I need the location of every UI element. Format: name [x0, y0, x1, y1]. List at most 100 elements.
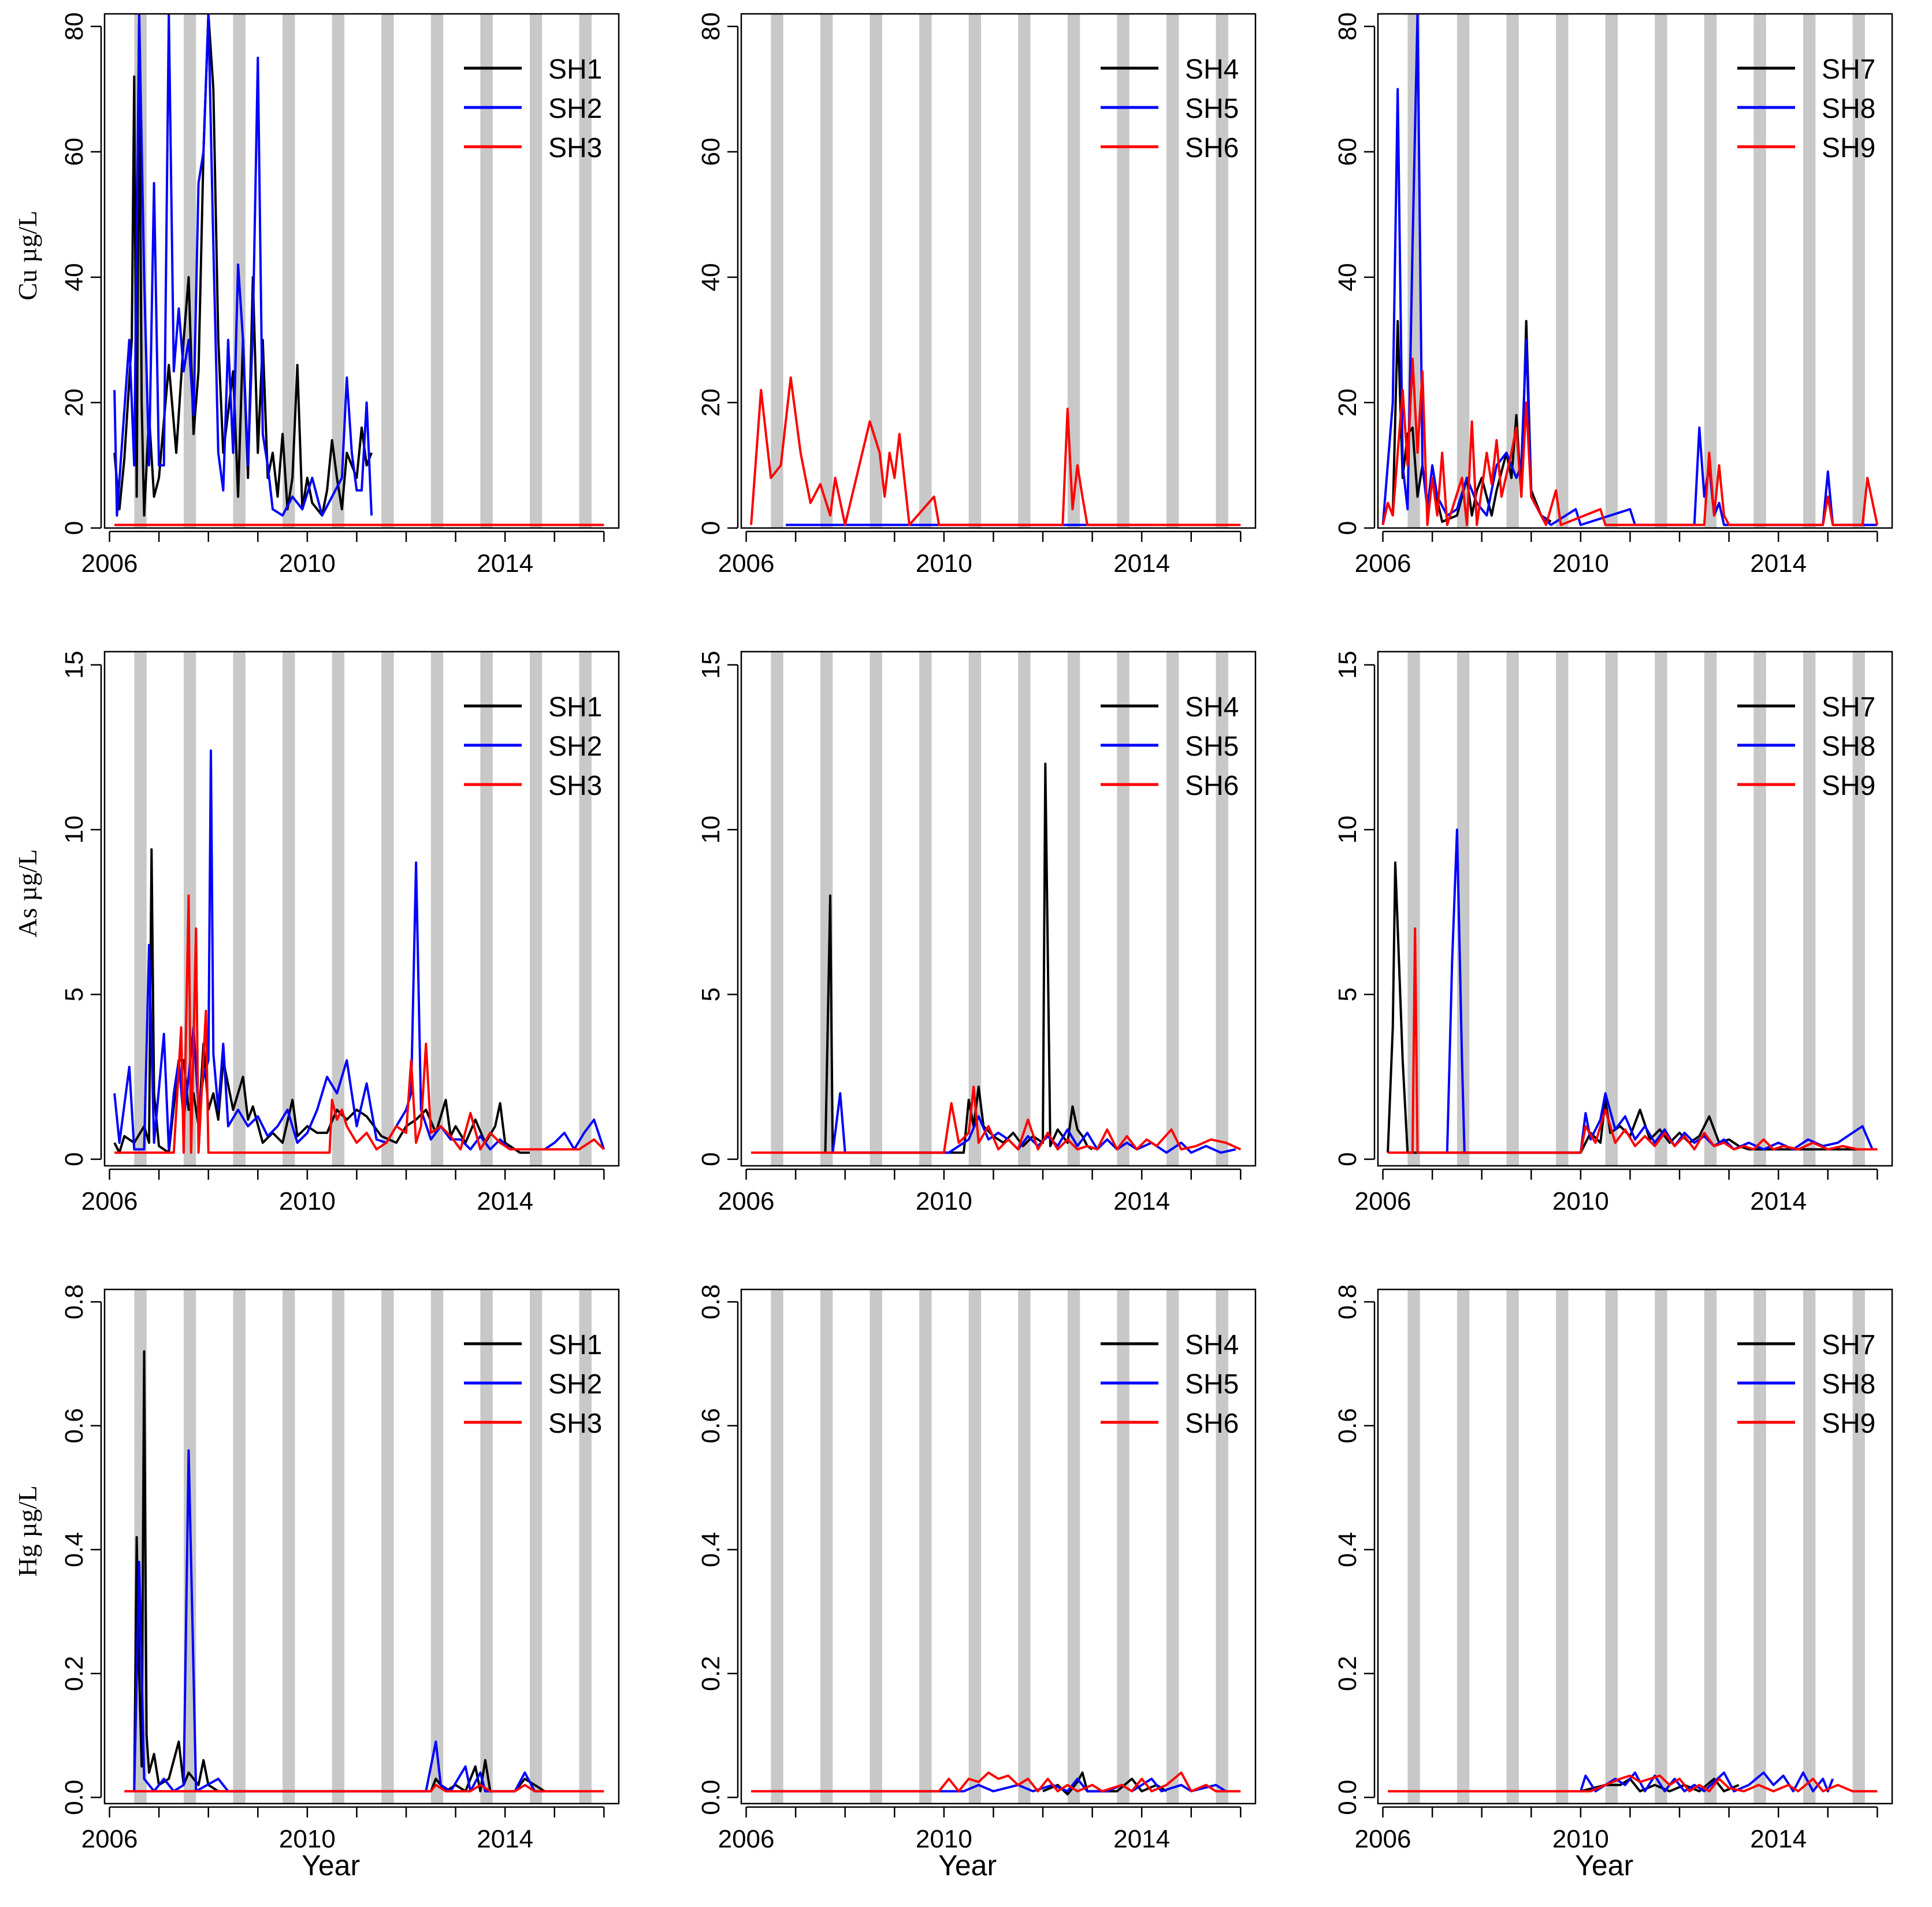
shaded-band — [771, 14, 783, 528]
plot-frame — [740, 650, 1257, 1167]
shaded-bands — [771, 652, 1228, 1166]
legend-label-sh9: SH9 — [1822, 1408, 1875, 1439]
shaded-band — [1457, 14, 1470, 528]
shaded-band — [968, 652, 982, 1166]
x-tick-label: 2014 — [1750, 1825, 1807, 1853]
shaded-band — [1852, 1289, 1865, 1804]
legend-label-sh4: SH4 — [1185, 54, 1239, 85]
legend-label-sh8: SH8 — [1822, 1369, 1875, 1400]
shaded-band — [283, 14, 295, 528]
legend-label-sh5: SH5 — [1185, 731, 1239, 762]
shaded-band — [1605, 1289, 1618, 1804]
x-tick-label: 2006 — [718, 549, 775, 578]
y-axis-label: Hg µg/L — [13, 1485, 42, 1577]
shaded-band — [1753, 14, 1766, 528]
y-tick-label: 0.6 — [697, 1408, 725, 1443]
shaded-band — [233, 652, 246, 1166]
y-tick-label: 10 — [1333, 816, 1362, 844]
legend: SH1 SH2 SH3 — [464, 1330, 602, 1439]
x-axis-label: Year — [938, 1849, 997, 1882]
shaded-band — [1605, 14, 1618, 528]
legend-label-sh1: SH1 — [548, 54, 602, 85]
x-axis-label: Year — [302, 1849, 360, 1882]
shaded-band — [1852, 14, 1865, 528]
panel-r2-c2: 2006 2010 2014 0 5 10 15 SH4 SH5 SH6 — [697, 650, 1257, 1215]
shaded-band — [1457, 652, 1470, 1166]
shaded-band — [1506, 14, 1519, 528]
shaded-band — [1753, 1289, 1766, 1804]
shaded-band — [1166, 14, 1179, 528]
shaded-band — [1067, 652, 1080, 1166]
y-tick-label: 20 — [60, 388, 88, 417]
x-tick-label: 2014 — [1750, 549, 1807, 578]
shaded-band — [919, 1289, 932, 1804]
legend-label-sh2: SH2 — [548, 94, 602, 124]
legend-label-sh7: SH7 — [1822, 54, 1875, 85]
x-tick-label: 2006 — [81, 1825, 138, 1853]
series-line-sh9 — [1388, 1774, 1878, 1793]
shaded-band — [332, 14, 345, 528]
legend: SH4 SH5 SH6 — [1101, 54, 1239, 163]
y-tick-label: 0.4 — [697, 1532, 725, 1567]
series-lines — [113, 749, 605, 1154]
plot-frame — [103, 13, 620, 529]
y-tick-label: 80 — [1333, 12, 1362, 40]
panel-r1-c2: 2006 2010 2014 0 20 40 60 80 SH4 SH5 SH6 — [697, 12, 1257, 578]
shaded-band — [1704, 1289, 1717, 1804]
y-tick-label: 60 — [1333, 137, 1362, 166]
x-tick-label: 2006 — [1355, 1187, 1411, 1215]
legend-label-sh6: SH6 — [1185, 133, 1239, 163]
y-axis-label: As µg/L — [13, 849, 42, 938]
shaded-band — [870, 14, 882, 528]
shaded-band — [332, 1289, 345, 1804]
x-tick-label: 2014 — [1113, 1187, 1170, 1215]
shaded-band — [968, 14, 982, 528]
shaded-band — [870, 1289, 882, 1804]
legend-label-sh7: SH7 — [1822, 1330, 1875, 1360]
y-tick-label: 5 — [1333, 987, 1362, 1001]
shaded-band — [480, 1289, 493, 1804]
legend-label-sh7: SH7 — [1822, 692, 1875, 723]
shaded-bands — [134, 652, 592, 1166]
series-lines — [1381, 14, 1879, 526]
shaded-band — [381, 1289, 394, 1804]
y-tick-label: 15 — [1333, 650, 1362, 679]
shaded-band — [1067, 1289, 1080, 1804]
x-tick-label: 2006 — [718, 1825, 775, 1853]
shaded-band — [381, 652, 394, 1166]
shaded-band — [579, 652, 592, 1166]
shaded-band — [480, 652, 493, 1166]
y-tick-label: 0.2 — [1333, 1656, 1362, 1691]
plot-frame — [740, 13, 1257, 529]
panel-r1-c3: 2006 2010 2014 0 20 40 60 80 SH7 SH8 SH9 — [1333, 12, 1893, 578]
series-line-sh8 — [1579, 1771, 1834, 1793]
shaded-band — [771, 1289, 783, 1804]
y-tick-label: 0.8 — [60, 1284, 88, 1319]
shaded-band — [1704, 14, 1717, 528]
x-tick-label: 2006 — [1355, 1825, 1411, 1853]
panel-r3-c2: 2006 2010 2014 0.0 0.2 0.4 0.6 0.8 Year SH4 SH5 SH6 — [697, 1284, 1257, 1882]
y-tick-label: 0.6 — [1333, 1408, 1362, 1443]
shaded-band — [1067, 14, 1080, 528]
series-line-sh3 — [114, 894, 605, 1154]
shaded-band — [480, 14, 493, 528]
y-tick-label: 0.2 — [697, 1656, 725, 1691]
shaded-band — [919, 14, 932, 528]
shaded-band — [1018, 14, 1031, 528]
legend: SH1 SH2 SH3 — [464, 692, 602, 801]
y-tick-label: 80 — [697, 12, 725, 40]
x-tick-label: 2010 — [279, 549, 336, 578]
y-axis-label: Cu µg/L — [13, 211, 42, 301]
shaded-band — [529, 652, 543, 1166]
legend-label-sh2: SH2 — [548, 731, 602, 762]
shaded-band — [820, 1289, 833, 1804]
series-line-sh4 — [824, 763, 1093, 1154]
legend-label-sh3: SH3 — [548, 1408, 602, 1439]
shaded-band — [1605, 652, 1618, 1166]
shaded-band — [1407, 1289, 1420, 1804]
series-line-sh6 — [751, 1771, 1241, 1793]
shaded-band — [1166, 652, 1179, 1166]
plot-frame — [103, 650, 620, 1167]
series-line-sh3 — [124, 1783, 604, 1793]
x-tick-label: 2010 — [916, 1825, 972, 1853]
